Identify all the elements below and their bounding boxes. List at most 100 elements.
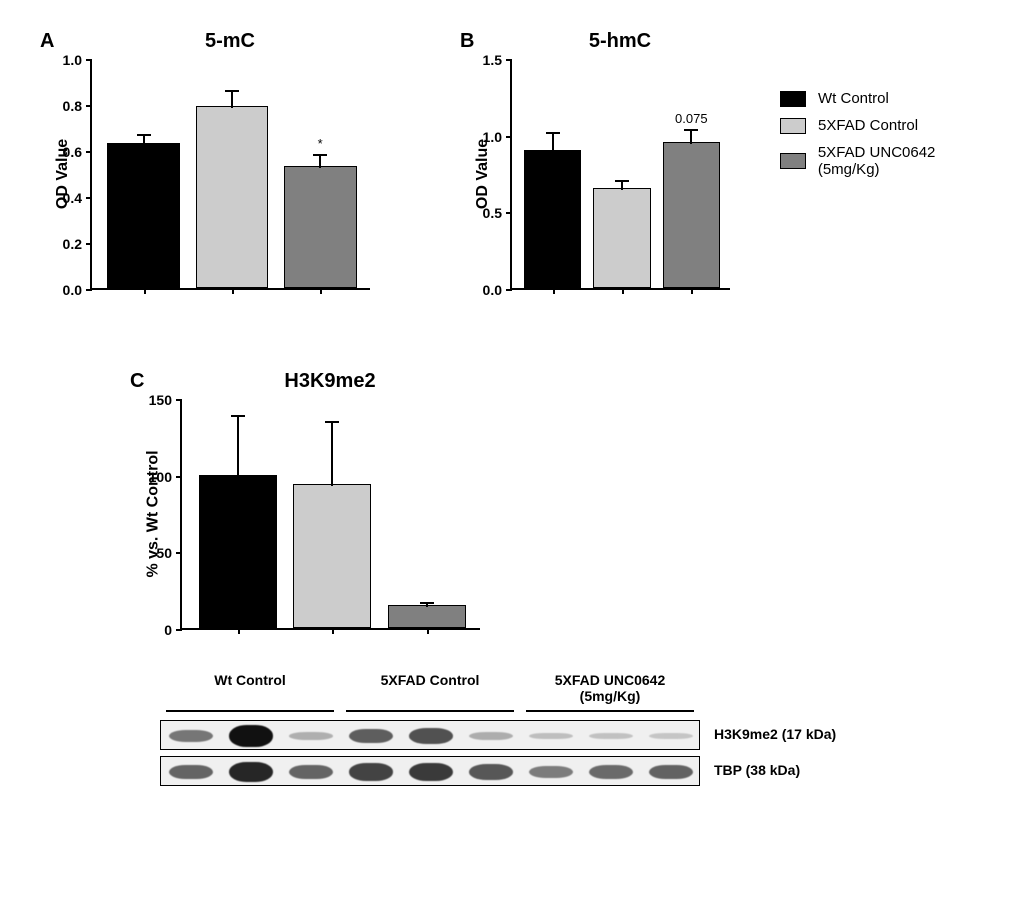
blot-band xyxy=(229,762,272,782)
blot-band xyxy=(229,725,272,746)
bar-fx_unc xyxy=(663,142,720,288)
y-tick xyxy=(86,197,92,199)
error-bar xyxy=(319,154,321,168)
y-tick xyxy=(86,105,92,107)
panel-c: CH3K9me2050100150% vs. Wt Control xyxy=(180,400,560,690)
error-cap xyxy=(231,415,245,417)
blot-band xyxy=(649,765,692,780)
legend-swatch-fx_unc xyxy=(780,153,806,169)
y-tick-label: 0 xyxy=(164,622,172,638)
blot-band xyxy=(469,764,512,780)
y-tick-label: 0.0 xyxy=(63,282,82,298)
blot-row-label: TBP (38 kDa) xyxy=(714,762,800,778)
x-tick xyxy=(427,628,429,634)
blot-band xyxy=(409,728,452,744)
y-tick xyxy=(176,629,182,631)
error-bar xyxy=(231,90,233,108)
figure: A5-mC0.00.20.40.60.81.0*OD Value B5-hmC0… xyxy=(20,20,1000,886)
panelB-title: 5-hmC xyxy=(510,30,730,53)
y-tick xyxy=(86,59,92,61)
legend-row: Wt Control xyxy=(780,90,1000,107)
panelC-label: C xyxy=(130,370,144,393)
blot-band xyxy=(589,733,632,740)
x-tick xyxy=(238,628,240,634)
bar-fx_unc xyxy=(284,166,357,288)
bar-wt xyxy=(107,143,180,288)
panelB-label: B xyxy=(460,30,474,53)
blot-band xyxy=(409,763,452,781)
legend: Wt Control 5XFAD Control 5XFAD UNC0642 (5m… xyxy=(780,90,1000,188)
blot-band xyxy=(169,765,212,780)
bar-fx_unc xyxy=(388,605,466,628)
error-cap xyxy=(225,90,239,92)
legend-swatch-wt xyxy=(780,91,806,107)
bar-wt xyxy=(199,475,277,628)
blot-band xyxy=(349,763,392,780)
x-tick xyxy=(622,288,624,294)
bar-annotation: 0.075 xyxy=(675,111,708,126)
blot-band xyxy=(529,766,572,778)
panelA-label: A xyxy=(40,30,54,53)
error-cap xyxy=(684,129,698,131)
y-tick-label: 1.5 xyxy=(483,52,502,68)
error-cap xyxy=(546,132,560,134)
blot-group-header: 5XFAD Control xyxy=(381,672,480,688)
blot-group-header: 5XFAD UNC0642(5mg/Kg) xyxy=(555,672,666,704)
legend-label: Wt Control xyxy=(818,90,889,107)
x-tick xyxy=(332,628,334,634)
error-bar xyxy=(690,129,692,144)
panelC-plot-area: 050100150 xyxy=(180,400,480,630)
y-tick-label: 1.0 xyxy=(63,52,82,68)
bar-fx_ctrl xyxy=(196,106,269,288)
y-tick xyxy=(506,212,512,214)
error-cap xyxy=(325,421,339,423)
blot-row xyxy=(160,720,700,750)
blot-band xyxy=(529,733,572,740)
panelC-title: H3K9me2 xyxy=(180,370,480,393)
blot-band xyxy=(169,730,212,742)
error-cap xyxy=(313,154,327,156)
bar-annotation: * xyxy=(318,136,323,151)
error-bar xyxy=(552,132,554,152)
y-tick-label: 0.2 xyxy=(63,236,82,252)
blot-band xyxy=(289,732,332,740)
blot-group-line xyxy=(526,710,694,712)
x-tick xyxy=(553,288,555,294)
blot-group-line xyxy=(166,710,334,712)
blot-row-label: H3K9me2 (17 kDa) xyxy=(714,726,836,742)
legend-label: 5XFAD UNC0642 (5mg/Kg) xyxy=(818,144,1000,178)
panel-a: A5-mC0.00.20.40.60.81.0*OD Value xyxy=(90,60,450,350)
x-tick xyxy=(144,288,146,294)
blot-band xyxy=(649,733,692,740)
bar-fx_ctrl xyxy=(293,484,371,628)
y-tick xyxy=(506,136,512,138)
bar-wt xyxy=(524,150,581,288)
error-bar xyxy=(237,415,239,476)
x-tick xyxy=(691,288,693,294)
y-tick xyxy=(176,399,182,401)
error-cap xyxy=(137,134,151,136)
y-tick xyxy=(506,59,512,61)
legend-label: 5XFAD Control xyxy=(818,117,918,134)
blot-band xyxy=(469,732,512,740)
blot-band xyxy=(349,729,392,744)
panelA-plot-area: 0.00.20.40.60.81.0* xyxy=(90,60,370,290)
y-tick-label: 0.8 xyxy=(63,98,82,114)
blot-group-line xyxy=(346,710,514,712)
blot-row xyxy=(160,756,700,786)
blot-band xyxy=(589,765,632,779)
blot-band xyxy=(289,765,332,780)
y-tick xyxy=(506,289,512,291)
error-cap xyxy=(420,602,434,604)
blot-group-header: Wt Control xyxy=(214,672,286,688)
y-tick-label: 0.0 xyxy=(483,282,502,298)
y-tick xyxy=(86,243,92,245)
bar-fx_ctrl xyxy=(593,188,650,288)
error-bar xyxy=(331,421,333,485)
legend-row: 5XFAD Control xyxy=(780,117,1000,134)
panelB-plot-area: 0.00.51.01.50.075 xyxy=(510,60,730,290)
x-tick xyxy=(320,288,322,294)
y-tick xyxy=(86,151,92,153)
y-tick-label: 150 xyxy=(149,392,172,408)
panel-b: B5-hmC0.00.51.01.50.075OD Value xyxy=(510,60,810,350)
